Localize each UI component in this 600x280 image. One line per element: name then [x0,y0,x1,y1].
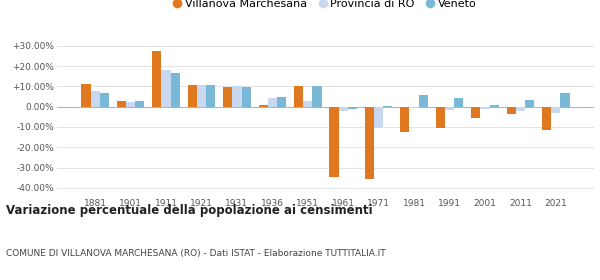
Bar [348,107,357,109]
Bar [232,86,242,107]
Bar [516,107,525,111]
Bar [135,101,145,107]
Bar [506,107,516,114]
Bar [188,85,197,107]
Bar [294,86,303,107]
Legend: Villanova Marchesana, Provincia di RO, Veneto: Villanova Marchesana, Provincia di RO, V… [170,0,481,13]
Bar [268,97,277,107]
Bar [400,107,409,132]
Bar [525,100,534,107]
Bar [374,107,383,128]
Bar [91,92,100,107]
Bar [206,85,215,107]
Bar [152,51,161,107]
Bar [100,94,109,107]
Bar [365,107,374,179]
Bar [481,107,490,109]
Text: COMUNE DI VILLANOVA MARCHESANA (RO) - Dati ISTAT - Elaborazione TUTTITALIA.IT: COMUNE DI VILLANOVA MARCHESANA (RO) - Da… [6,249,386,258]
Bar [409,107,419,108]
Bar [338,107,348,111]
Bar [551,107,560,113]
Bar [117,101,126,107]
Bar [490,105,499,107]
Bar [542,107,551,130]
Bar [126,102,135,107]
Bar [242,87,251,107]
Bar [223,87,232,107]
Bar [436,107,445,128]
Bar [197,85,206,107]
Bar [82,84,91,107]
Bar [303,101,313,107]
Bar [277,97,286,107]
Bar [313,86,322,107]
Bar [419,95,428,107]
Bar [329,107,338,177]
Bar [170,73,180,107]
Bar [560,94,569,107]
Bar [259,105,268,107]
Bar [471,107,481,118]
Bar [383,106,392,107]
Bar [454,97,463,107]
Text: Variazione percentuale della popolazione ai censimenti: Variazione percentuale della popolazione… [6,204,373,217]
Bar [161,70,170,107]
Bar [445,107,454,110]
